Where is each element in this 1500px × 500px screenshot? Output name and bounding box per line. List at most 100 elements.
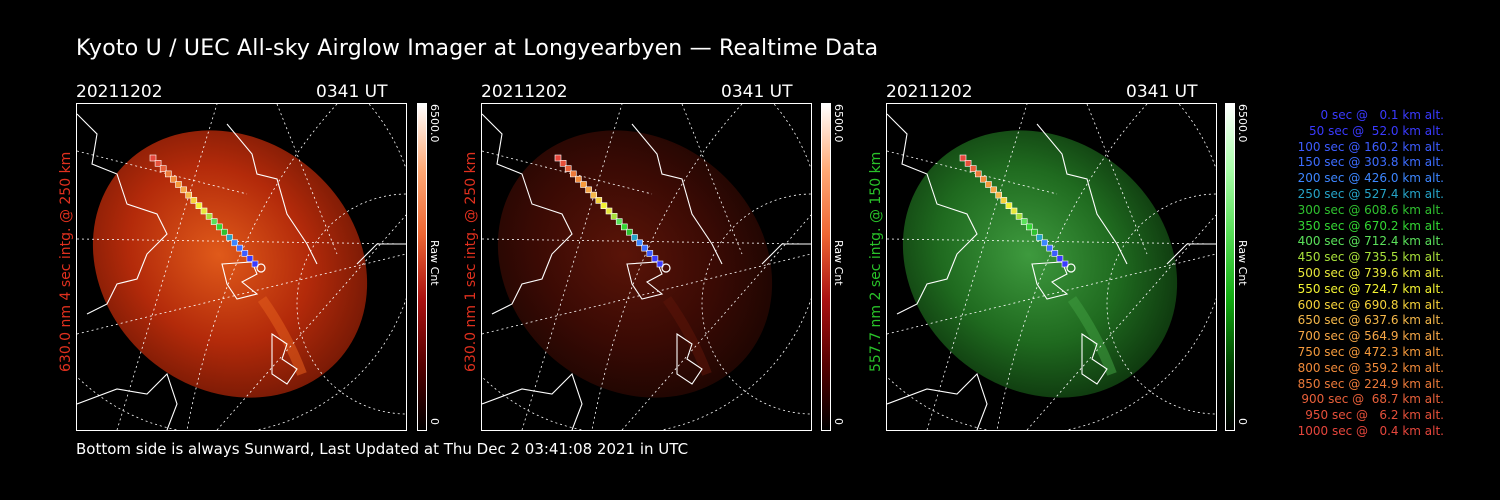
grid-line	[926, 104, 1028, 430]
trajectory-marker	[236, 244, 243, 252]
trajectory-marker	[1005, 202, 1013, 209]
trajectory-marker	[651, 255, 659, 262]
panel1-image	[76, 103, 407, 431]
grid-line	[77, 150, 248, 195]
panel1-colorbar	[417, 103, 427, 431]
trajectory-marker	[251, 260, 259, 268]
trajectory-marker	[656, 260, 664, 268]
trajectory-marker	[990, 186, 997, 194]
grid-circle	[1106, 193, 1216, 415]
panel3-cbar-unit: Raw Cnt	[1236, 240, 1249, 286]
legend-row: 450 sec @ 735.5 km alt.	[1297, 250, 1444, 265]
grid-circle	[701, 193, 811, 415]
trajectory-marker	[554, 154, 562, 162]
coastline	[1036, 123, 1128, 265]
trajectory-marker	[170, 175, 177, 183]
legend-row: 50 sec @ 52.0 km alt.	[1309, 123, 1444, 138]
trajectory-marker	[226, 234, 233, 241]
trajectory-marker	[621, 223, 628, 231]
trajectory-marker	[580, 181, 587, 188]
panel2-ylabel: 630.0 nm 1 sec intg. @ 250 km	[463, 151, 479, 372]
panel3-ylabel: 557.7 nm 2 sec intg. @ 150 km	[868, 151, 884, 372]
grid-line	[521, 104, 623, 430]
trajectory-marker	[564, 165, 572, 172]
legend-row: 800 sec @ 359.2 km alt.	[1297, 360, 1444, 375]
legend-row: 950 sec @ 6.2 km alt.	[1305, 408, 1444, 423]
panel1-ylabel: 630.0 nm 4 sec intg. @ 250 km	[58, 151, 74, 372]
grid-line	[482, 150, 653, 195]
trajectory-marker	[149, 154, 157, 162]
station-marker	[1066, 263, 1076, 273]
trajectory-marker	[1010, 207, 1018, 215]
trajectory-marker	[575, 175, 582, 183]
panel1-time: 0341 UT	[316, 82, 388, 102]
legend-row: 150 sec @ 303.8 km alt.	[1297, 155, 1444, 170]
trajectory-marker	[559, 159, 567, 167]
trajectory-marker	[610, 213, 618, 220]
trajectory-marker	[1041, 239, 1048, 247]
panel1-cbar-min: 0	[428, 418, 441, 425]
trajectory-marker	[585, 186, 592, 194]
trajectory-marker	[995, 191, 1002, 199]
grid-line	[77, 253, 406, 335]
trajectory-marker	[570, 170, 577, 178]
legend-row: 650 sec @ 637.6 km alt.	[1297, 313, 1444, 328]
trajectory-marker	[959, 154, 967, 162]
trajectory-marker	[241, 250, 249, 257]
legend-row: 400 sec @ 712.4 km alt.	[1297, 234, 1444, 249]
trajectory-marker	[1026, 223, 1033, 231]
trajectory-marker	[1020, 218, 1028, 225]
trajectory-marker	[590, 191, 597, 199]
grid-line	[681, 104, 743, 255]
trajectory-marker	[205, 213, 213, 220]
panel2-cbar-max: 6500.0	[832, 104, 845, 143]
airglow-disk	[902, 130, 1178, 398]
grid-line	[116, 104, 218, 430]
panel1-cbar-max: 6500.0	[428, 104, 441, 143]
station-marker	[661, 263, 671, 273]
panel3-colorbar	[1225, 103, 1235, 431]
legend-row: 900 sec @ 68.7 km alt.	[1301, 392, 1444, 407]
coastline	[887, 372, 988, 430]
trajectory-marker	[216, 223, 223, 231]
panel2-cbar-min: 0	[832, 418, 845, 425]
panel1-svg	[77, 104, 406, 430]
trajectory-marker	[636, 239, 643, 247]
legend-row: 700 sec @ 564.9 km alt.	[1297, 329, 1444, 344]
trajectory-marker	[1015, 213, 1023, 220]
coastline	[482, 372, 583, 430]
trajectory-marker	[210, 218, 218, 225]
panel1-date: 20211202	[76, 82, 163, 102]
island-outline	[676, 332, 703, 385]
trajectory-marker	[190, 197, 198, 204]
trajectory-marker	[195, 202, 203, 209]
legend-row: 0 sec @ 0.1 km alt.	[1320, 108, 1445, 122]
airglow-disk	[497, 130, 773, 398]
panel2-cbar-unit: Raw Cnt	[832, 240, 845, 286]
panel2-time: 0341 UT	[721, 82, 793, 102]
trajectory-marker	[969, 165, 977, 172]
trajectory-marker	[1031, 228, 1038, 236]
grid-line	[887, 150, 1058, 195]
island-outline	[1081, 332, 1108, 385]
coastline	[77, 372, 178, 430]
panel2-date: 20211202	[481, 82, 568, 102]
legend-row: 250 sec @ 527.4 km alt.	[1297, 186, 1444, 201]
aurora-band	[257, 296, 307, 376]
trajectory-marker	[615, 218, 623, 225]
trajectory-marker	[154, 159, 162, 167]
coastline	[356, 243, 406, 265]
trajectory-marker	[246, 255, 254, 262]
trajectory-marker	[165, 170, 172, 178]
island-outline	[271, 332, 298, 385]
trajectory-marker	[1046, 244, 1053, 252]
trajectory-marker	[1000, 197, 1008, 204]
trajectory-marker	[964, 159, 972, 167]
aurora-band	[1067, 296, 1117, 376]
trajectory-marker	[646, 250, 654, 257]
panel3-cbar-max: 6500.0	[1236, 104, 1249, 143]
coastline	[77, 113, 168, 315]
trajectory-marker	[1061, 260, 1069, 268]
trajectory-marker	[600, 202, 608, 209]
trajectory-marker	[200, 207, 208, 215]
